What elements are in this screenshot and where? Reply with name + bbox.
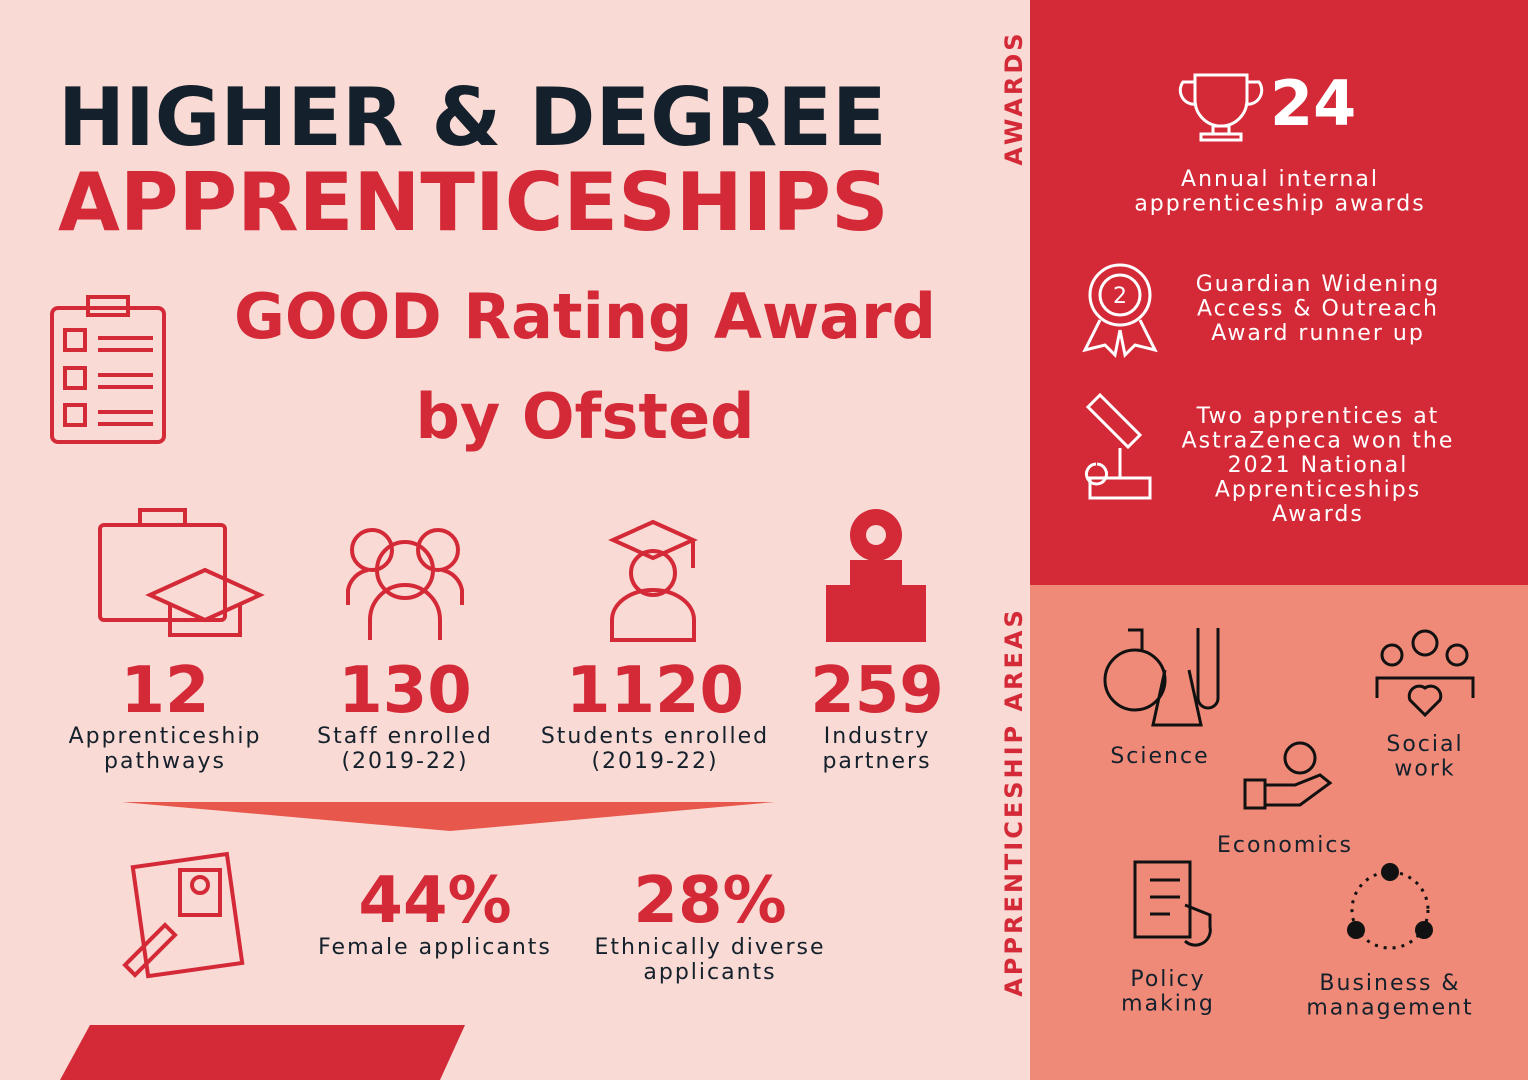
stat-label: partners: [822, 749, 931, 774]
award-text: AstraZeneca won the: [1182, 429, 1455, 454]
award-text: 2021 National: [1228, 453, 1409, 478]
footer-band: [60, 1025, 465, 1080]
award-text: Guardian Widening: [1196, 272, 1440, 297]
stat-label: (2019-22): [591, 749, 718, 774]
area-label: work: [1394, 757, 1455, 782]
title: HIGHER & DEGREE: [58, 71, 887, 164]
award-text: Awards: [1272, 502, 1364, 527]
title: APPRENTICESHIPS: [58, 156, 889, 249]
area-label: Economics: [1217, 833, 1353, 858]
stat-value: 1120: [566, 654, 744, 728]
stat-value: 259: [810, 654, 944, 728]
section-label: APPRENTICESHIP AREAS: [1000, 607, 1028, 997]
area-label: Science: [1110, 744, 1209, 769]
stat-value: 130: [338, 654, 472, 728]
award-count: 24: [1270, 67, 1356, 140]
stat-label: Students enrolled: [541, 724, 769, 749]
rating-text: GOOD Rating Award: [234, 280, 936, 353]
awards-panel: [1030, 0, 1528, 585]
award-text: Annual internal: [1181, 167, 1379, 192]
applicant-label: Female applicants: [318, 935, 552, 960]
applicant-label: Ethnically diverse: [594, 935, 825, 960]
award-text: Award runner up: [1211, 321, 1425, 346]
stat-label: Apprenticeship: [69, 724, 262, 749]
divider-arrow: [122, 802, 775, 831]
icons: 2: [50, 73, 1475, 979]
applicant-value: 28%: [633, 864, 786, 938]
areas-panel: [1030, 585, 1528, 1080]
award-text: Two apprentices at: [1196, 404, 1440, 429]
award-text: Apprenticeships: [1215, 478, 1421, 503]
stat-label: Staff enrolled: [317, 724, 493, 749]
svg-text:2: 2: [1113, 284, 1127, 309]
area-label: Social: [1386, 732, 1463, 757]
area-label: Business &: [1319, 971, 1460, 996]
applicant-label: applicants: [643, 960, 776, 985]
stat-value: 12: [120, 654, 209, 728]
area-label: making: [1121, 992, 1215, 1017]
stat-label: (2019-22): [341, 749, 468, 774]
applicant-value: 44%: [358, 864, 511, 938]
area-label: management: [1306, 996, 1473, 1021]
section-label: AWARDS: [1000, 30, 1028, 165]
stat-label: Industry: [824, 724, 931, 749]
rating-text: by Ofsted: [415, 380, 754, 453]
stat-label: pathways: [104, 749, 226, 774]
award-text: Access & Outreach: [1197, 297, 1439, 322]
area-label: Policy: [1130, 967, 1205, 992]
award-text: apprenticeship awards: [1134, 192, 1425, 217]
